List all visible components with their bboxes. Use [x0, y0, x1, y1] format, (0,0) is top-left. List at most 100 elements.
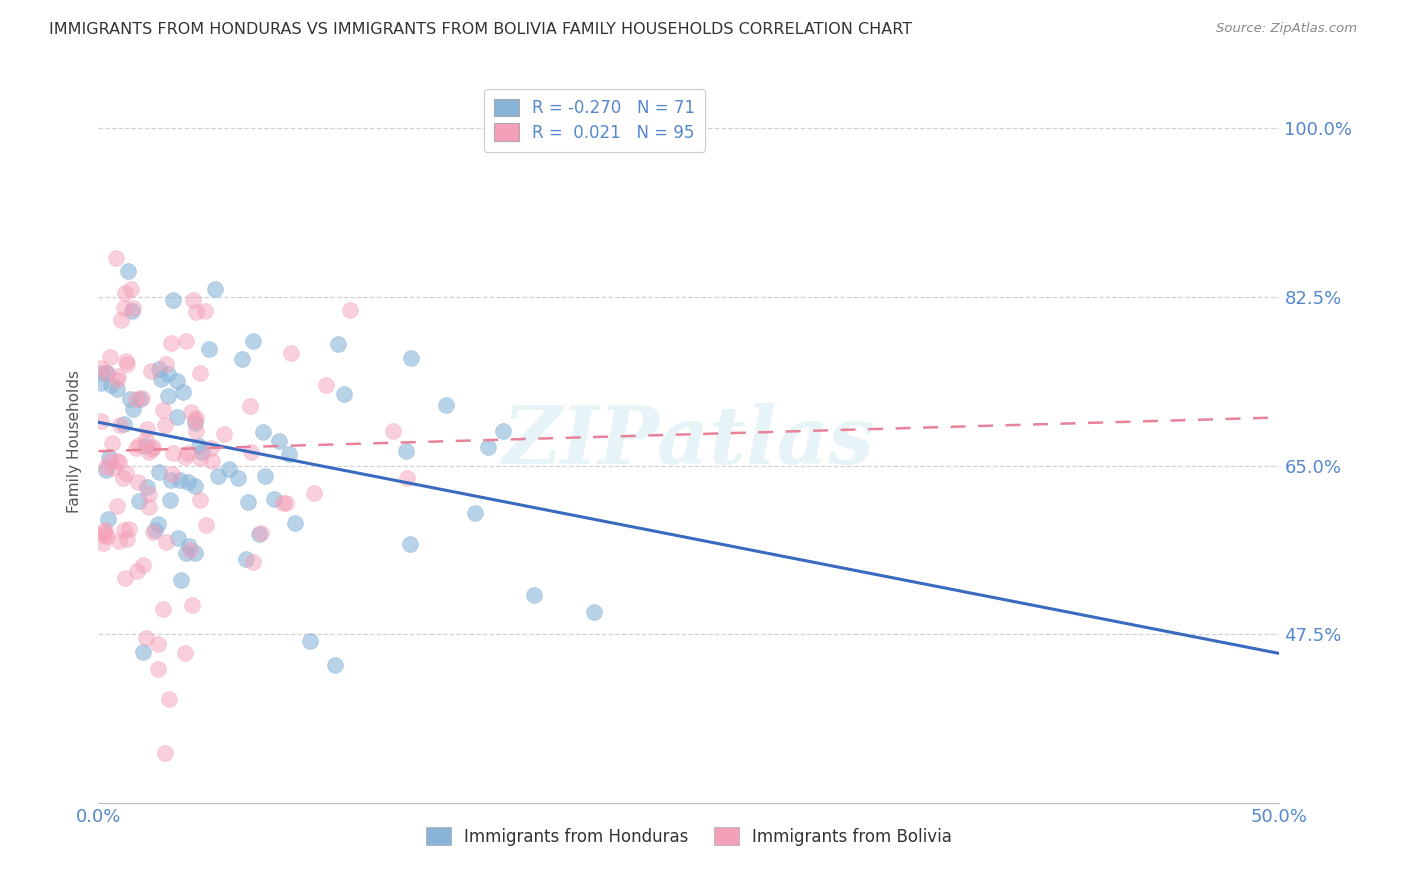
- Point: [152, 601, 174, 615]
- Point: [108, 455, 131, 469]
- Point: [339, 303, 361, 318]
- Point: [104, 251, 127, 265]
- Point: [381, 425, 404, 439]
- Point: [132, 558, 155, 572]
- Point: [139, 364, 162, 378]
- Point: [90, 414, 112, 428]
- Point: [98, 350, 121, 364]
- Point: [180, 405, 202, 419]
- Point: [148, 362, 170, 376]
- Point: [128, 438, 150, 452]
- Point: [254, 469, 277, 483]
- Point: [170, 573, 193, 587]
- Point: [183, 479, 205, 493]
- Point: [91, 536, 114, 550]
- Point: [124, 441, 146, 455]
- Point: [153, 747, 176, 761]
- Point: [395, 444, 418, 458]
- Point: [138, 445, 160, 459]
- Point: [188, 493, 211, 508]
- Point: [167, 531, 190, 545]
- Point: [146, 662, 169, 676]
- Point: [112, 471, 135, 485]
- Point: [395, 471, 418, 485]
- Legend: Immigrants from Honduras, Immigrants from Bolivia: Immigrants from Honduras, Immigrants fro…: [419, 821, 959, 852]
- Point: [263, 491, 285, 506]
- Point: [252, 425, 274, 439]
- Point: [200, 441, 222, 455]
- Point: [110, 313, 132, 327]
- Point: [198, 343, 221, 357]
- Point: [157, 367, 180, 381]
- Point: [97, 450, 120, 464]
- Point: [201, 454, 224, 468]
- Point: [177, 539, 200, 553]
- Point: [138, 500, 160, 514]
- Point: [184, 412, 207, 426]
- Point: [136, 422, 159, 436]
- Point: [93, 523, 115, 537]
- Point: [96, 366, 118, 380]
- Point: [141, 524, 163, 539]
- Point: [117, 264, 139, 278]
- Point: [236, 494, 259, 508]
- Point: [464, 507, 486, 521]
- Point: [399, 537, 422, 551]
- Point: [162, 293, 184, 307]
- Point: [121, 301, 143, 315]
- Point: [326, 336, 349, 351]
- Point: [118, 522, 141, 536]
- Point: [156, 389, 179, 403]
- Point: [304, 485, 326, 500]
- Point: [114, 571, 136, 585]
- Point: [122, 402, 145, 417]
- Point: [280, 346, 302, 360]
- Point: [226, 471, 249, 485]
- Point: [124, 392, 146, 406]
- Point: [128, 493, 150, 508]
- Text: Source: ZipAtlas.com: Source: ZipAtlas.com: [1216, 22, 1357, 36]
- Point: [115, 357, 138, 371]
- Point: [107, 369, 129, 384]
- Point: [129, 392, 152, 407]
- Point: [231, 352, 253, 367]
- Point: [101, 461, 124, 475]
- Point: [523, 588, 546, 602]
- Point: [176, 446, 198, 460]
- Point: [112, 417, 135, 432]
- Point: [127, 475, 149, 489]
- Point: [181, 293, 204, 307]
- Point: [94, 463, 117, 477]
- Point: [97, 512, 120, 526]
- Point: [177, 475, 200, 489]
- Point: [235, 552, 257, 566]
- Point: [169, 473, 191, 487]
- Point: [174, 646, 197, 660]
- Point: [120, 282, 142, 296]
- Point: [143, 523, 166, 537]
- Point: [149, 372, 172, 386]
- Point: [184, 304, 207, 318]
- Point: [271, 496, 294, 510]
- Point: [93, 528, 115, 542]
- Point: [298, 634, 321, 648]
- Point: [107, 373, 129, 387]
- Point: [194, 517, 217, 532]
- Point: [112, 301, 135, 315]
- Point: [190, 445, 212, 459]
- Point: [332, 387, 354, 401]
- Point: [277, 447, 299, 461]
- Point: [180, 598, 202, 612]
- Point: [172, 385, 194, 400]
- Point: [153, 417, 176, 432]
- Point: [194, 304, 217, 318]
- Point: [250, 525, 273, 540]
- Point: [131, 391, 153, 405]
- Point: [108, 533, 131, 548]
- Point: [90, 366, 112, 380]
- Point: [184, 424, 207, 438]
- Point: [323, 657, 346, 672]
- Point: [162, 446, 184, 460]
- Point: [188, 366, 211, 380]
- Point: [284, 516, 307, 531]
